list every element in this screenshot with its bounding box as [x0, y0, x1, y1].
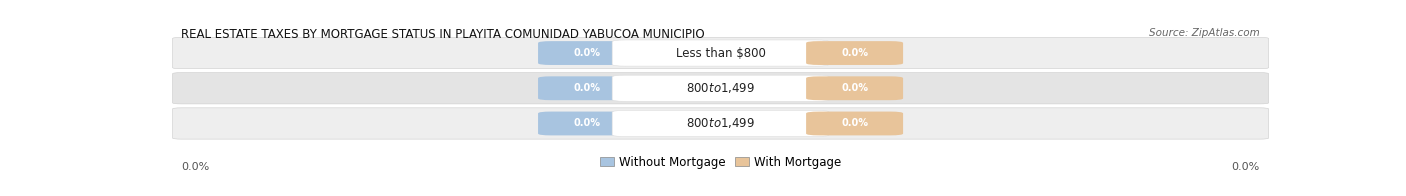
FancyBboxPatch shape [173, 37, 1268, 69]
FancyBboxPatch shape [173, 73, 1268, 104]
FancyBboxPatch shape [538, 41, 636, 65]
Text: 0.0%: 0.0% [1232, 162, 1260, 172]
Text: 0.0%: 0.0% [841, 48, 868, 58]
Text: 0.0%: 0.0% [574, 83, 600, 93]
Text: 0.0%: 0.0% [841, 83, 868, 93]
Text: 0.0%: 0.0% [574, 48, 600, 58]
FancyBboxPatch shape [612, 40, 830, 66]
Text: 0.0%: 0.0% [574, 118, 600, 129]
Text: $800 to $1,499: $800 to $1,499 [686, 116, 755, 131]
Text: 0.0%: 0.0% [181, 162, 209, 172]
FancyBboxPatch shape [173, 108, 1268, 139]
FancyBboxPatch shape [612, 75, 830, 101]
Text: $800 to $1,499: $800 to $1,499 [686, 81, 755, 95]
FancyBboxPatch shape [612, 110, 830, 137]
Text: 0.0%: 0.0% [841, 118, 868, 129]
Text: REAL ESTATE TAXES BY MORTGAGE STATUS IN PLAYITA COMUNIDAD YABUCOA MUNICIPIO: REAL ESTATE TAXES BY MORTGAGE STATUS IN … [181, 28, 704, 41]
Legend: Without Mortgage, With Mortgage: Without Mortgage, With Mortgage [600, 156, 841, 169]
FancyBboxPatch shape [538, 112, 636, 135]
FancyBboxPatch shape [806, 41, 903, 65]
FancyBboxPatch shape [806, 112, 903, 135]
FancyBboxPatch shape [806, 76, 903, 100]
Text: Source: ZipAtlas.com: Source: ZipAtlas.com [1149, 28, 1260, 38]
Text: Less than $800: Less than $800 [676, 47, 765, 60]
FancyBboxPatch shape [538, 76, 636, 100]
